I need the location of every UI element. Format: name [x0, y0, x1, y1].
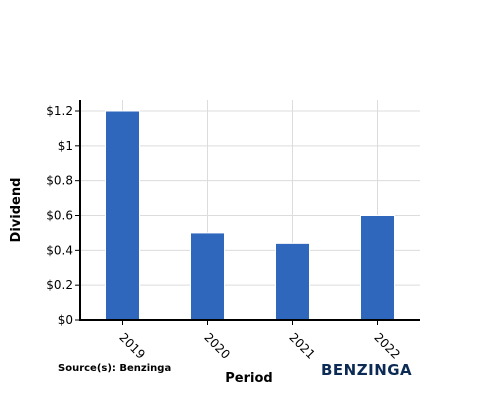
y-tick-label: $0.4 [46, 243, 73, 257]
bar-2019 [105, 110, 140, 321]
source-note: Source(s): Benzinga [58, 363, 172, 374]
x-tick-labels: 2019 2020 2021 2022 [116, 330, 402, 361]
x-tick-label: 2020 [201, 330, 232, 361]
bar-2020 [190, 232, 225, 321]
y-tick-label: $0.8 [46, 174, 73, 188]
x-tick-label: 2022 [371, 330, 402, 361]
x-tick-label: 2021 [286, 330, 317, 361]
y-tick-label: $1 [58, 139, 73, 153]
y-tick-label: $0.2 [46, 278, 73, 292]
x-axis-title: Period [225, 371, 272, 386]
y-tick-labels: $0 $0.2 $0.4 $0.6 $0.8 $1 $1.2 [46, 104, 73, 327]
x-tick-label: 2019 [116, 330, 147, 361]
bar-2022 [360, 215, 395, 321]
y-tick-label: $0.6 [46, 209, 73, 223]
y-tick-label: $0 [58, 313, 73, 327]
axes [75, 100, 420, 325]
bar-2021 [275, 242, 310, 321]
y-tick-label: $1.2 [46, 104, 73, 118]
benzinga-logo: BENZINGA [321, 361, 413, 379]
y-axis-title: Dividend [9, 178, 24, 243]
